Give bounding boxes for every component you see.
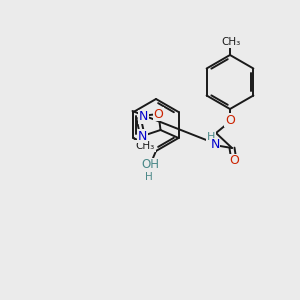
Text: O: O: [225, 113, 235, 127]
Text: N: N: [210, 139, 220, 152]
Text: H: H: [145, 172, 153, 182]
Text: N: N: [139, 110, 148, 123]
Text: O: O: [154, 107, 164, 121]
Text: OH: OH: [141, 158, 159, 172]
Text: H: H: [207, 132, 215, 142]
Text: CH₃: CH₃: [136, 141, 155, 151]
Text: CH₃: CH₃: [221, 37, 241, 47]
Text: O: O: [229, 154, 239, 167]
Text: N: N: [138, 130, 147, 142]
